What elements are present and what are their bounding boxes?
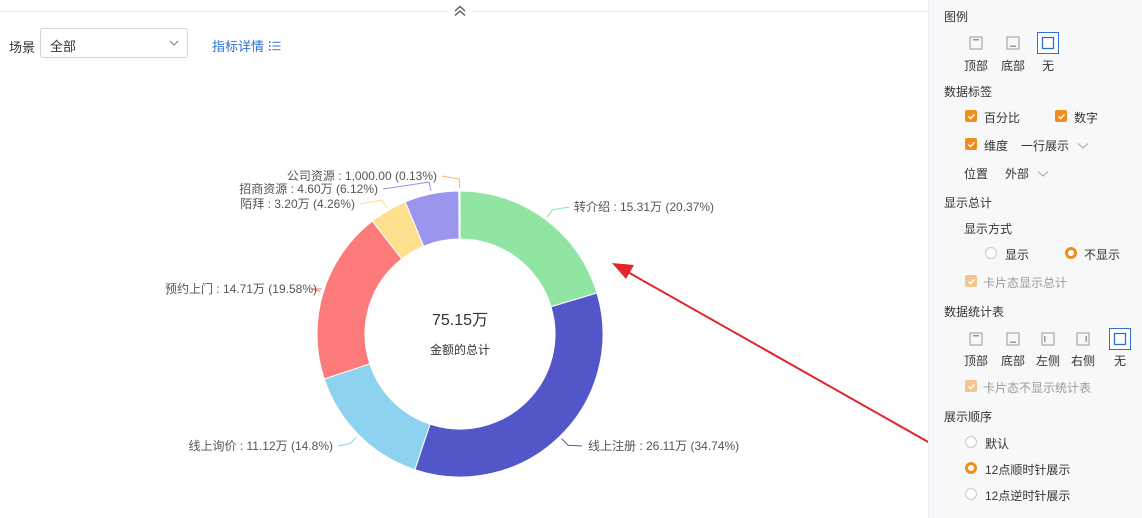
layout-top-icon xyxy=(969,332,983,346)
label-leader-line xyxy=(337,436,358,447)
dimension-checkbox-label: 维度 xyxy=(984,139,1009,153)
data-labels-section-title: 数据标签 xyxy=(944,85,993,99)
card-hide-table-checkbox[interactable] xyxy=(965,380,977,392)
stat-table-right-label: 右侧 xyxy=(1070,354,1095,368)
number-checkbox[interactable] xyxy=(1055,110,1067,122)
stat-table-none-label: 无 xyxy=(1113,354,1126,368)
chevron-down-icon xyxy=(169,40,179,46)
order-clockwise-label: 12点顺时针展示 xyxy=(985,463,1071,477)
slice-data-label: 线上询价 : 11.12万 (14.8%) xyxy=(189,439,334,453)
double-chevron-up-icon xyxy=(454,5,466,16)
filter-label: 场景 xyxy=(9,40,36,55)
label-leader-line xyxy=(441,175,460,189)
legend-bottom-button[interactable] xyxy=(1002,32,1024,54)
position-value: 外部 xyxy=(1005,167,1030,181)
slice-data-label: 线上注册 : 26.11万 (34.74%) xyxy=(588,438,739,453)
dimension-checkbox[interactable] xyxy=(965,138,977,150)
hide-total-radio[interactable] xyxy=(1065,247,1077,259)
stat-table-none-button[interactable] xyxy=(1109,328,1131,350)
dimension-mode-select[interactable]: 一行展示 xyxy=(1021,137,1089,154)
hide-total-radio-label: 不显示 xyxy=(1084,248,1121,262)
show-total-radio[interactable] xyxy=(985,247,997,259)
position-select[interactable]: 外部 xyxy=(1005,165,1049,182)
label-leader-line xyxy=(561,438,583,447)
layout-bottom-icon xyxy=(1006,332,1020,346)
legend-top-label: 顶部 xyxy=(963,59,988,73)
slice-data-label: 招商资源 : 4.60万 (6.12%) xyxy=(239,181,378,196)
label-leader-line xyxy=(311,288,323,292)
list-icon xyxy=(269,41,281,50)
chevron-down-icon xyxy=(1077,142,1089,149)
donut-chart: 转介绍 : 15.31万 (20.37%) 线上注册 : 26.11万 (34.7… xyxy=(165,169,739,478)
donut-slice[interactable] xyxy=(316,220,403,380)
percent-checkbox[interactable] xyxy=(965,110,977,122)
position-label: 位置 xyxy=(964,167,989,181)
collapse-button[interactable] xyxy=(448,2,472,20)
donut-slice[interactable] xyxy=(323,363,431,471)
stat-table-left-button[interactable] xyxy=(1037,328,1059,350)
legend-bottom-label: 底部 xyxy=(1000,59,1025,73)
order-clockwise-radio[interactable] xyxy=(965,462,977,474)
check-icon xyxy=(967,278,975,285)
layout-right-icon xyxy=(1076,332,1090,346)
legend-top-button[interactable] xyxy=(965,32,987,54)
chart-area: 场景 全部 指标详情 转介绍 : 15.31万 (20.37%) 线上注册 : 2… xyxy=(0,2,928,478)
card-show-total-checkbox[interactable] xyxy=(965,275,977,287)
layout-left-icon xyxy=(1041,332,1055,346)
slice-data-label: 陌拜 : 3.20万 (4.26%) xyxy=(240,197,355,211)
show-total-radio-label: 显示 xyxy=(1005,248,1030,262)
layout-bottom-icon xyxy=(1006,36,1020,50)
order-counterclockwise-radio[interactable] xyxy=(965,488,977,500)
legend-section-title: 图例 xyxy=(944,10,969,24)
center-total-value: 75.15万 xyxy=(432,312,488,329)
check-icon xyxy=(967,113,975,120)
metric-detail-label: 指标详情 xyxy=(212,39,265,54)
scene-select-value: 全部 xyxy=(50,39,77,54)
check-icon xyxy=(967,141,975,148)
order-counterclockwise-label: 12点逆时针展示 xyxy=(985,489,1071,503)
layout-none-icon xyxy=(1041,36,1055,50)
order-default-label: 默认 xyxy=(985,437,1010,451)
slice-data-label: 转介绍 : 15.31万 (20.37%) xyxy=(574,199,714,214)
label-leader-line xyxy=(546,206,571,218)
label-leader-line xyxy=(359,199,388,209)
show-total-section-title: 显示总计 xyxy=(944,196,993,210)
card-show-total-label: 卡片态显示总计 xyxy=(983,276,1068,290)
stat-table-top-label: 顶部 xyxy=(963,354,988,368)
card-hide-table-label: 卡片态不显示统计表 xyxy=(983,381,1092,395)
settings-panel: 图例 顶部 底部 无 数据标签 百分比 数字 维度 一行展示 位置 外部 xyxy=(928,0,1142,518)
dimension-mode-value: 一行展示 xyxy=(1021,139,1070,153)
check-icon xyxy=(1057,113,1065,120)
slice-data-label: 公司资源 : 1,000.00 (0.13%) xyxy=(287,169,437,183)
percent-checkbox-label: 百分比 xyxy=(984,111,1021,125)
metric-detail-link[interactable]: 指标详情 xyxy=(212,36,281,55)
stat-table-right-button[interactable] xyxy=(1072,328,1094,350)
chevron-down-icon xyxy=(1037,170,1049,177)
legend-none-label: 无 xyxy=(1041,59,1054,73)
label-leader-line xyxy=(382,181,432,192)
layout-none-icon xyxy=(1113,332,1127,346)
check-icon xyxy=(967,383,975,390)
number-checkbox-label: 数字 xyxy=(1074,111,1099,125)
stat-table-section-title: 数据统计表 xyxy=(944,305,1005,319)
display-mode-label: 显示方式 xyxy=(964,222,1013,236)
slice-data-label: 预约上门 : 14.71万 (19.58%) xyxy=(165,281,317,296)
center-total-label: 金额的总计 xyxy=(430,342,490,357)
stat-table-left-label: 左侧 xyxy=(1035,354,1060,368)
donut-slice[interactable] xyxy=(414,292,604,478)
donut-slice[interactable] xyxy=(458,190,461,240)
scene-select[interactable]: 全部 xyxy=(40,28,188,58)
layout-top-icon xyxy=(969,36,983,50)
order-default-radio[interactable] xyxy=(965,436,977,448)
stat-table-bottom-label: 底部 xyxy=(1000,354,1025,368)
stat-table-top-button[interactable] xyxy=(965,328,987,350)
legend-none-button[interactable] xyxy=(1037,32,1059,54)
stat-table-bottom-button[interactable] xyxy=(1002,328,1024,350)
order-section-title: 展示顺序 xyxy=(944,410,993,424)
